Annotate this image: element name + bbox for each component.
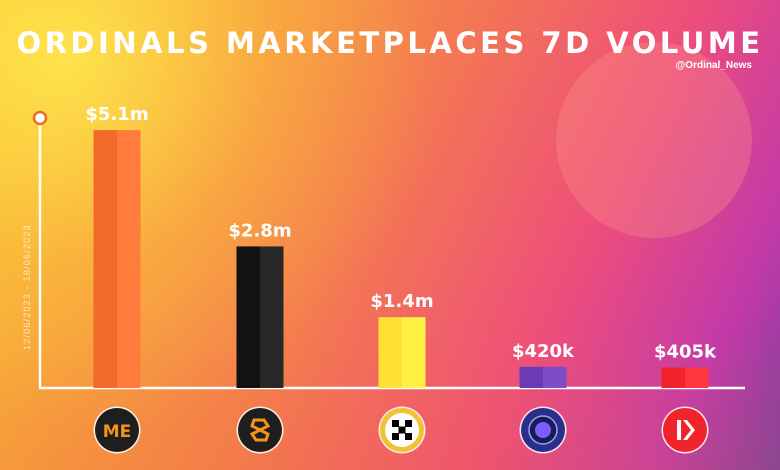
data-label-3: $1.4m — [370, 291, 433, 312]
data-label-1: $5.1m — [85, 104, 148, 125]
bar-4 — [519, 366, 543, 388]
okx-logo-icon — [380, 408, 424, 452]
data-label-2: $2.8m — [228, 220, 291, 241]
ordinals-wallet-logo-icon — [238, 408, 282, 452]
svg-text:ME: ME — [103, 422, 132, 442]
source-handle: @Ordinal_News — [675, 60, 752, 71]
data-label-5: $405k — [654, 342, 717, 363]
bar-1-highlight — [117, 130, 141, 388]
bar-4-highlight — [543, 366, 567, 388]
gamma-logo-icon — [521, 408, 565, 452]
unisat-logo-icon — [663, 408, 707, 452]
bar-3 — [378, 317, 402, 388]
y-axis-top-marker — [32, 110, 48, 126]
data-label-4: $420k — [512, 341, 575, 362]
bar-5-highlight — [685, 367, 709, 388]
bar-2 — [236, 246, 260, 388]
magic-eden-logo-icon: ME — [95, 408, 139, 452]
data-labels-group: $5.1m $2.8m $1.4m $420k $405k — [85, 104, 717, 362]
bar-1 — [93, 130, 117, 388]
bar-5 — [661, 367, 685, 388]
chart-title: ORDINALS MARKETPLACES 7D VOLUME — [16, 26, 764, 60]
bar-3-highlight — [402, 317, 426, 388]
bar-2-highlight — [260, 246, 284, 388]
background-circle — [556, 42, 752, 238]
bars-group — [93, 130, 709, 388]
